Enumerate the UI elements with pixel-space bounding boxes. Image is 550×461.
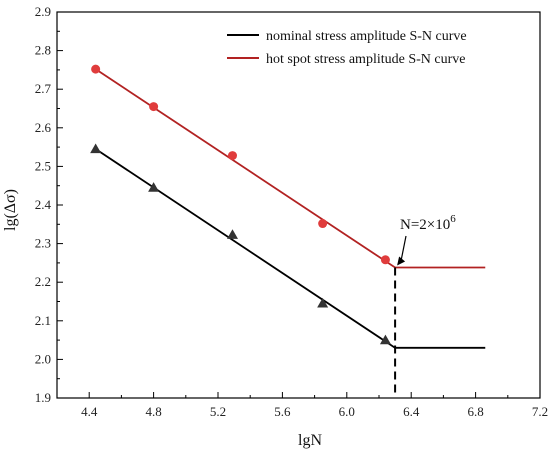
x-axis-ticks: 4.4 4.8 5.2 5.6 6.0 6.4 6.8 7.2 — [56, 392, 548, 419]
series-markers — [90, 64, 391, 345]
x-tick-label: 6.8 — [467, 404, 483, 419]
legend-label-hotspot: hot spot stress amplitude S-N curve — [266, 52, 465, 67]
y-tick-label: 2.1 — [35, 313, 51, 328]
annotation-text-sup: 6 — [450, 213, 456, 225]
y-tick-label: 2.5 — [35, 158, 51, 173]
x-tick-label: 4.8 — [145, 404, 161, 419]
data-point-hotspot — [227, 151, 237, 161]
data-point-hotspot — [91, 64, 101, 74]
y-tick-label: 2.8 — [35, 43, 51, 58]
y-tick-label: 2.6 — [35, 120, 52, 135]
data-point-nominal — [148, 182, 160, 192]
annotation-arrow-shaft — [400, 235, 407, 261]
y-tick-label: 1.9 — [35, 390, 51, 405]
y-tick-label: 2.3 — [35, 236, 51, 251]
annotation-arrow-head — [397, 256, 406, 266]
legend: nominal stress amplitude S-N curve hot s… — [227, 29, 467, 67]
y-tick-label: 2.2 — [35, 274, 51, 289]
annotation: N=2×106 — [397, 213, 456, 266]
data-point-hotspot — [149, 102, 159, 112]
data-point-nominal — [379, 334, 391, 345]
y-axis-title: lg(Δσ) — [2, 189, 19, 231]
y-tick-label: 2.7 — [35, 81, 52, 96]
series-line-nominal — [95, 148, 486, 349]
data-point-hotspot — [318, 219, 328, 229]
y-tick-label: 2.0 — [35, 351, 51, 366]
x-tick-label: 4.4 — [81, 404, 98, 419]
data-point-nominal — [226, 229, 238, 239]
x-tick-label: 7.2 — [532, 404, 548, 419]
x-tick-label: 5.6 — [274, 404, 291, 419]
y-tick-label: 2.9 — [35, 4, 51, 19]
x-tick-label: 6.4 — [403, 404, 420, 419]
x-axis-title: lgN — [298, 432, 322, 449]
y-tick-label: 2.4 — [35, 197, 52, 212]
legend-label-nominal: nominal stress amplitude S-N curve — [266, 29, 467, 44]
annotation-text-main: N=2×10 — [400, 217, 450, 233]
annotation-arrow — [397, 235, 407, 266]
x-tick-label: 6.0 — [339, 404, 355, 419]
data-point-hotspot — [380, 255, 390, 265]
data-point-nominal — [317, 297, 329, 308]
series-line-hotspot — [95, 68, 486, 269]
plot-border — [56, 11, 541, 399]
x-tick-label: 5.2 — [210, 404, 226, 419]
plot-frame — [56, 11, 541, 399]
data-point-nominal — [90, 143, 102, 154]
y-axis-ticks: 1.9 2.0 2.1 2.2 2.3 2.4 2.5 2.6 2.7 2.8 2.9 — [35, 4, 63, 405]
annotation-text: N=2×106 — [400, 213, 456, 233]
